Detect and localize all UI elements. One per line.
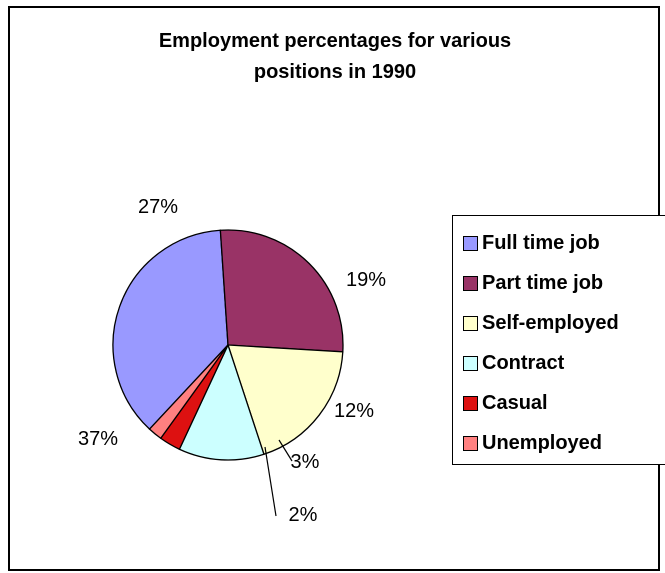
pie-slice-full-time-job	[112, 229, 229, 431]
legend-swatch-self-employed	[463, 315, 478, 331]
leader-line-casual	[278, 439, 293, 462]
legend: Full time job Part time job Self-employe…	[452, 215, 665, 465]
legend-item-part-time-job: Part time job	[463, 268, 603, 298]
legend-label-unemployed: Unemployed	[482, 431, 603, 454]
legend-item-self-employed: Self-employed	[463, 308, 619, 338]
legend-swatch-full-time-job	[463, 235, 478, 251]
pie-slice-self-employed	[227, 344, 344, 456]
data-label-self-employed: 19%	[346, 269, 386, 291]
legend-label-self-employed: Self-employed	[482, 311, 619, 334]
legend-item-unemployed: Unemployed	[463, 428, 602, 458]
data-label-part-time-job: 27%	[138, 196, 178, 218]
chart-title: Employment percentages for various posit…	[100, 26, 570, 88]
legend-item-contract: Contract	[463, 348, 564, 378]
legend-item-casual: Casual	[463, 388, 548, 418]
legend-label-part-time-job: Part time job	[482, 271, 604, 294]
pie-slice-contract	[178, 343, 265, 461]
legend-label-casual: Casual	[482, 391, 548, 414]
legend-swatch-part-time-job	[463, 275, 478, 291]
legend-item-full-time-job: Full time job	[463, 228, 600, 258]
pie-slice-unemployed	[148, 344, 229, 440]
data-label-casual: 3%	[291, 451, 320, 473]
data-label-unemployed: 2%	[289, 504, 318, 526]
data-label-full-time-job: 37%	[78, 428, 118, 450]
legend-swatch-contract	[463, 355, 478, 371]
legend-label-full-time-job: Full time job	[482, 231, 600, 254]
data-label-contract: 12%	[334, 400, 374, 422]
legend-swatch-unemployed	[463, 435, 478, 451]
leader-line-unemployed	[264, 446, 277, 517]
chart-title-line-1: Employment percentages for various	[158, 30, 512, 52]
legend-swatch-casual	[463, 395, 478, 411]
chart-title-line-2: positions in 1990	[253, 61, 417, 83]
legend-label-contract: Contract	[482, 351, 565, 374]
pie-slice-part-time-job	[219, 229, 344, 353]
